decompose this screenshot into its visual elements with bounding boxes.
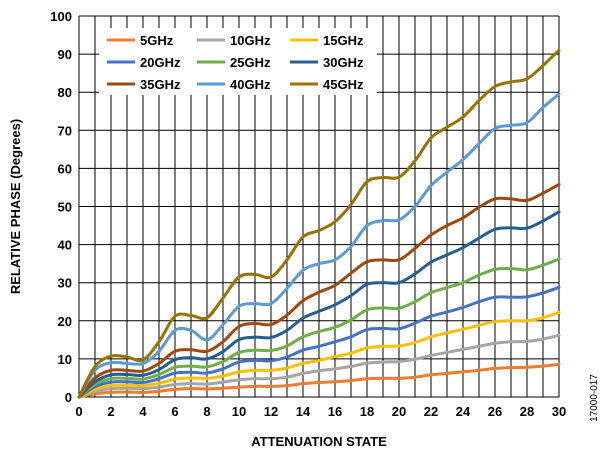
legend: 5GHz 10GHz 15GHz 20GHz 25GHz 30GHz 35GHz 40GHz 4… [107,33,364,92]
x-tick-label: 22 [424,404,438,419]
y-tick-label: 100 [50,9,72,24]
figure-code: 17000-017 [589,374,600,422]
x-tick-label: 20 [392,404,406,419]
series-line-10ghz [77,333,561,399]
x-tick-label: 0 [75,404,82,419]
series-line-30ghz [77,210,561,399]
legend-background [99,28,377,95]
y-tick-label: 90 [58,47,72,62]
series-line-40ghz [77,92,561,399]
x-tick-label: 4 [139,404,147,419]
series-line-35ghz [77,182,561,399]
x-tick-label: 16 [328,404,342,419]
legend-label: 40GHz [230,77,271,92]
legend-label: 5GHz [140,33,174,48]
y-axis-title: RELATIVE PHASE (Degrees) [8,119,23,294]
x-tick-label: 2 [107,404,114,419]
y-tick-label: 50 [58,200,72,215]
y-tick-label: 70 [58,123,72,138]
legend-label: 30GHz [323,55,364,70]
y-tick-label: 0 [65,390,72,405]
y-tick-label: 40 [58,238,72,253]
series-lines [77,48,561,399]
legend-label: 15GHz [323,33,364,48]
legend-label: 25GHz [230,55,271,70]
x-tick-label: 18 [360,404,374,419]
x-tick-label: 12 [264,404,278,419]
x-axis-title: ATTENUATION STATE [251,434,387,449]
series-line-15ghz [77,310,561,399]
x-tick-label: 8 [203,404,210,419]
legend-label: 20GHz [140,55,181,70]
y-tick-label: 30 [58,276,72,291]
series-line-20ghz [77,285,561,399]
x-tick-label: 26 [488,404,502,419]
y-tick-label: 10 [58,352,72,367]
y-tick-label: 20 [58,314,72,329]
x-tick-label: 28 [520,404,534,419]
x-tick-label: 14 [296,404,311,419]
legend-label: 45GHz [323,77,364,92]
y-tick-label: 80 [58,85,72,100]
x-tick-label: 6 [171,404,178,419]
series-line-25ghz [77,257,561,399]
x-tick-label: 24 [456,404,471,419]
legend-label: 35GHz [140,77,181,92]
legend-label: 10GHz [230,33,271,48]
y-tick-label: 60 [58,161,72,176]
series-line-5ghz [77,362,561,399]
x-tick-label: 10 [232,404,246,419]
x-tick-label: 30 [552,404,566,419]
series-line-45ghz [77,48,561,399]
